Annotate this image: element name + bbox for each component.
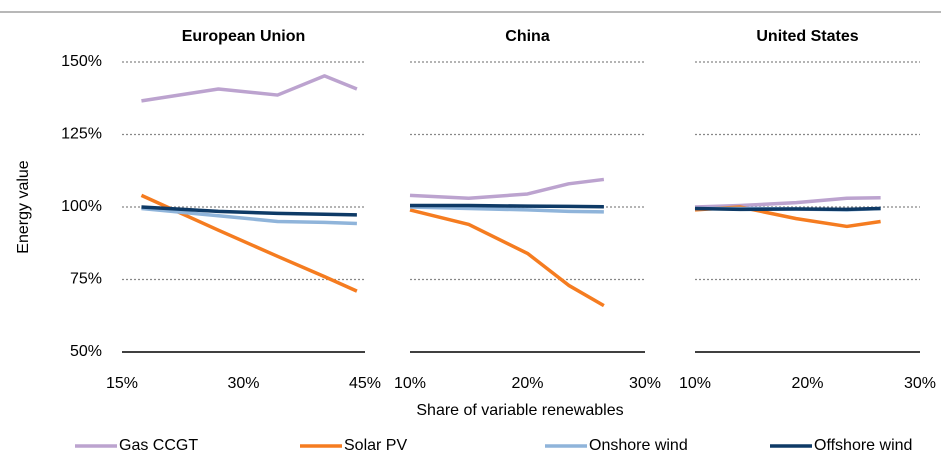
- legend-label: Offshore wind: [814, 437, 912, 454]
- series-line: [409, 208, 605, 308]
- x-tick-label: 10%: [394, 375, 426, 392]
- y-axis-label: Energy value: [15, 160, 32, 253]
- series-line: [410, 203, 604, 209]
- panel-title: European Union: [182, 28, 306, 45]
- series-line: [409, 205, 604, 214]
- y-tick-label: 150%: [61, 53, 102, 70]
- y-tick-label: 75%: [70, 271, 102, 288]
- y-tick-label: 100%: [61, 198, 102, 215]
- legend-label: Solar PV: [344, 437, 407, 454]
- x-tick-label: 10%: [679, 375, 711, 392]
- y-tick-label: 125%: [61, 126, 102, 143]
- y-tick-label: 50%: [70, 343, 102, 360]
- series-line: [694, 195, 881, 209]
- x-axis-label: Share of variable renewables: [416, 402, 623, 419]
- x-tick-label: 30%: [629, 375, 661, 392]
- x-tick-label: 30%: [904, 375, 936, 392]
- series-line: [694, 206, 881, 212]
- series-line: [409, 177, 605, 201]
- series-line: [141, 205, 357, 217]
- x-tick-label: 15%: [106, 375, 138, 392]
- legend-label: Gas CCGT: [119, 437, 198, 454]
- x-tick-label: 20%: [791, 375, 823, 392]
- series-line: [140, 193, 358, 293]
- panel-title: China: [505, 28, 550, 45]
- x-tick-label: 20%: [511, 375, 543, 392]
- x-tick-label: 30%: [227, 375, 259, 392]
- series-line: [141, 74, 358, 103]
- x-tick-label: 45%: [349, 375, 381, 392]
- series-line: [141, 206, 357, 226]
- legend-label: Onshore wind: [589, 437, 688, 454]
- panel-title: United States: [756, 28, 858, 45]
